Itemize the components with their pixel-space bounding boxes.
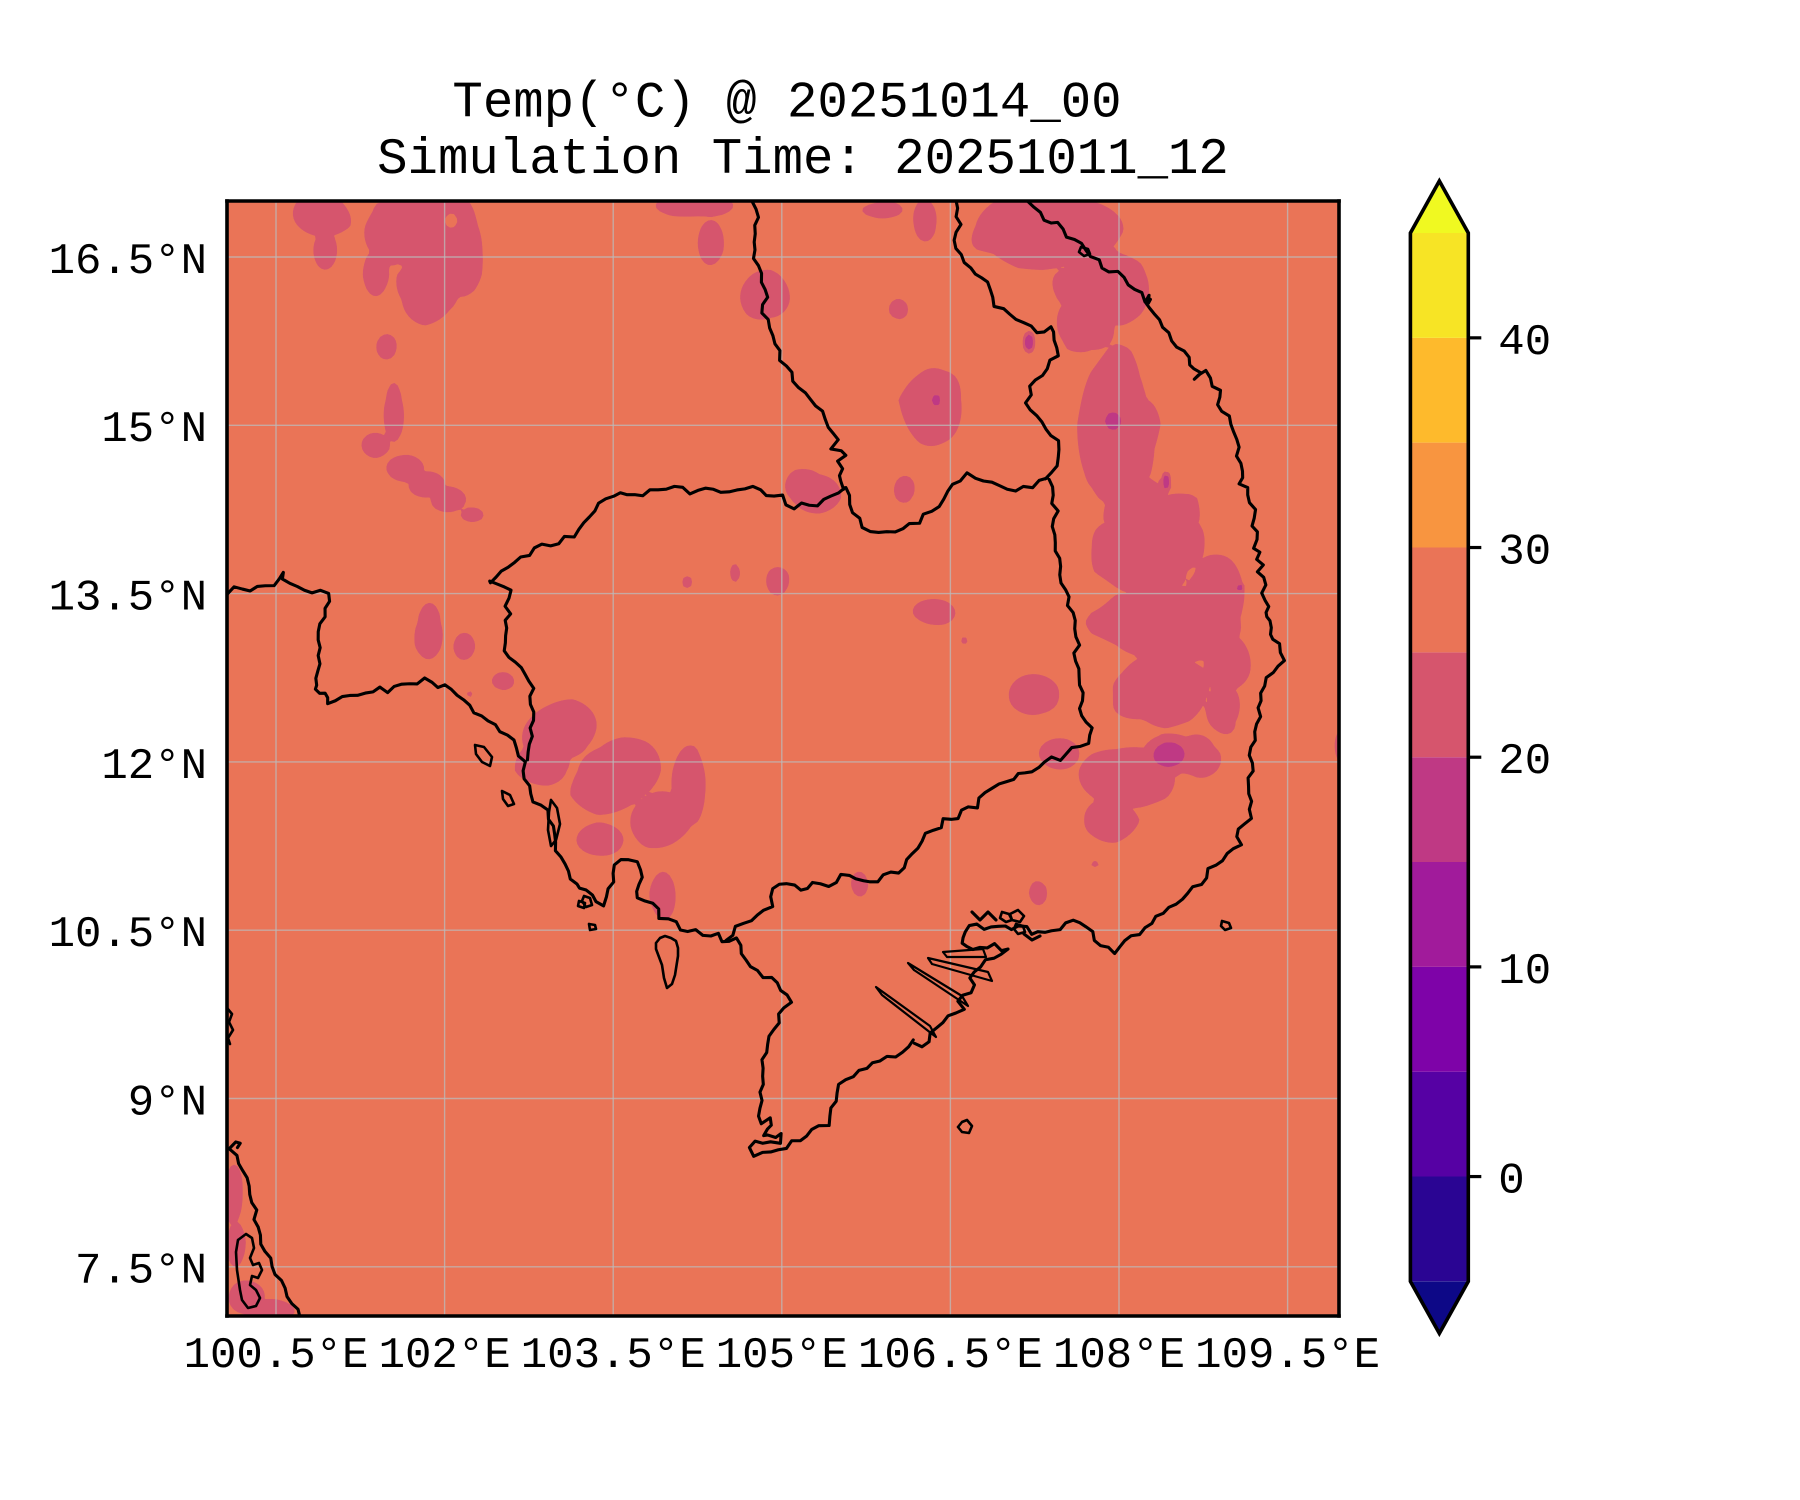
svg-text:100.5°E: 100.5°E	[184, 1331, 369, 1381]
svg-text:20: 20	[1498, 737, 1551, 787]
svg-text:13.5°N: 13.5°N	[49, 574, 207, 624]
svg-text:15°N: 15°N	[101, 405, 207, 455]
svg-text:105°E: 105°E	[716, 1331, 848, 1381]
svg-text:106.5°E: 106.5°E	[858, 1331, 1043, 1381]
svg-text:Temp(°C) @ 20251014_00: Temp(°C) @ 20251014_00	[452, 75, 1121, 132]
svg-text:Simulation Time: 20251011_12: Simulation Time: 20251011_12	[377, 132, 1229, 189]
svg-text:9°N: 9°N	[128, 1078, 207, 1128]
svg-text:102°E: 102°E	[379, 1331, 511, 1381]
svg-text:7.5°N: 7.5°N	[75, 1247, 207, 1297]
svg-text:12°N: 12°N	[101, 742, 207, 792]
svg-text:40: 40	[1498, 318, 1551, 368]
svg-text:108°E: 108°E	[1053, 1331, 1185, 1381]
svg-text:103.5°E: 103.5°E	[521, 1331, 706, 1381]
svg-text:0: 0	[1498, 1157, 1524, 1207]
svg-text:109.5°E: 109.5°E	[1195, 1331, 1380, 1381]
svg-text:10: 10	[1498, 947, 1551, 997]
svg-text:10.5°N: 10.5°N	[49, 910, 207, 960]
svg-text:30: 30	[1498, 527, 1551, 577]
svg-text:16.5°N: 16.5°N	[49, 237, 207, 287]
